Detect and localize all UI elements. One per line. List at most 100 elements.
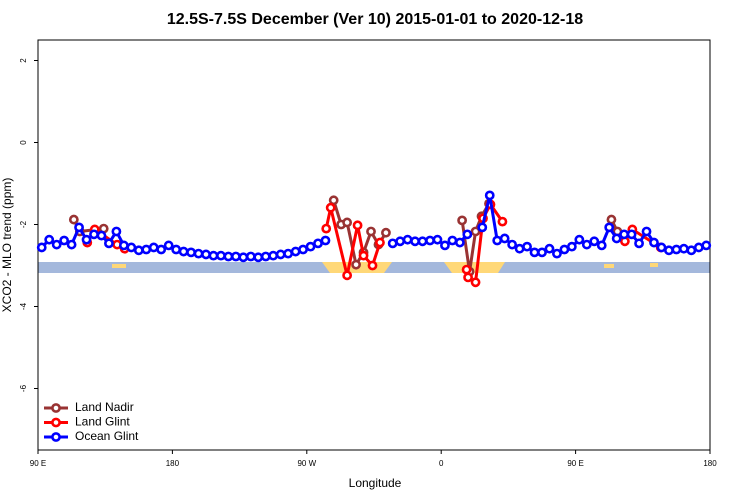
data-point bbox=[671, 244, 682, 255]
data-point bbox=[678, 243, 689, 254]
data-point bbox=[432, 234, 443, 245]
data-point bbox=[178, 246, 189, 257]
legend-marker bbox=[51, 432, 61, 442]
data-point bbox=[402, 234, 413, 245]
data-point bbox=[313, 238, 323, 249]
y-tick-label: -6 bbox=[19, 384, 28, 392]
data-point bbox=[522, 241, 532, 252]
data-point bbox=[141, 244, 152, 255]
data-point bbox=[186, 247, 196, 258]
data-point bbox=[649, 237, 659, 248]
y-axis-label: XCO2 - MLO trend (ppm) bbox=[0, 178, 14, 313]
data-point bbox=[118, 240, 129, 251]
data-point bbox=[470, 277, 481, 288]
data-point bbox=[133, 245, 144, 256]
data-point bbox=[559, 244, 570, 255]
data-point bbox=[619, 229, 630, 240]
data-point bbox=[44, 234, 55, 245]
data-point bbox=[375, 237, 385, 248]
x-tick-label: 90 E bbox=[30, 459, 46, 468]
data-point bbox=[417, 236, 428, 247]
data-point bbox=[367, 260, 378, 271]
data-point bbox=[589, 236, 600, 247]
data-point bbox=[686, 245, 697, 256]
data-point bbox=[611, 233, 622, 244]
data-point bbox=[156, 244, 167, 255]
data-point bbox=[51, 239, 62, 250]
data-point bbox=[537, 247, 547, 258]
legend-label: Land Glint bbox=[75, 415, 130, 429]
y-tick-label: 0 bbox=[19, 140, 28, 145]
data-point bbox=[351, 259, 361, 270]
data-point bbox=[463, 272, 473, 283]
x-axis-label: Longitude bbox=[349, 476, 402, 490]
data-point bbox=[596, 240, 607, 251]
y-tick-label: 2 bbox=[19, 58, 28, 63]
data-point bbox=[223, 251, 234, 262]
data-point bbox=[507, 239, 518, 250]
data-point bbox=[606, 214, 617, 225]
data-point bbox=[701, 240, 712, 251]
x-tick-label: 180 bbox=[703, 459, 717, 468]
legend-marker bbox=[51, 417, 61, 428]
data-point bbox=[626, 229, 637, 240]
data-point bbox=[552, 248, 562, 259]
data-point bbox=[81, 234, 92, 245]
data-point bbox=[492, 235, 503, 246]
data-point bbox=[171, 244, 182, 255]
land-patch bbox=[112, 264, 126, 268]
data-point bbox=[68, 214, 79, 225]
land-patch bbox=[604, 264, 614, 268]
legend-label: Ocean Glint bbox=[75, 429, 139, 443]
data-point bbox=[298, 244, 308, 255]
chart-title: 12.5S-7.5S December (Ver 10) 2015-01-01 … bbox=[167, 11, 583, 28]
data-point bbox=[321, 223, 332, 234]
data-point bbox=[440, 240, 450, 251]
data-point bbox=[656, 242, 667, 253]
data-point bbox=[461, 264, 472, 275]
data-point bbox=[604, 222, 615, 233]
data-point bbox=[462, 229, 473, 240]
data-point bbox=[305, 241, 316, 252]
data-point bbox=[484, 190, 495, 201]
data-point bbox=[664, 245, 674, 256]
data-point bbox=[366, 226, 376, 237]
y-tick-label: -4 bbox=[19, 302, 28, 310]
data-point bbox=[260, 251, 271, 262]
data-point bbox=[395, 236, 406, 247]
legend-marker bbox=[51, 403, 61, 413]
land-patch bbox=[444, 262, 505, 273]
data-point bbox=[352, 220, 363, 231]
y-tick-label: -2 bbox=[19, 220, 28, 228]
data-point bbox=[342, 270, 353, 281]
data-point bbox=[544, 243, 555, 254]
land-patch bbox=[650, 263, 658, 267]
data-point bbox=[193, 248, 204, 259]
data-point bbox=[59, 235, 70, 246]
data-point bbox=[325, 202, 336, 213]
data-point bbox=[111, 226, 122, 237]
data-point bbox=[208, 250, 219, 261]
data-point bbox=[201, 249, 211, 260]
data-point bbox=[457, 215, 468, 226]
data-point bbox=[529, 247, 540, 258]
data-point bbox=[216, 250, 226, 261]
data-point bbox=[283, 248, 294, 259]
data-point bbox=[320, 235, 331, 246]
data-point bbox=[96, 230, 107, 241]
data-point bbox=[358, 250, 369, 261]
data-point bbox=[253, 252, 264, 263]
data-point bbox=[290, 246, 301, 257]
data-point bbox=[381, 227, 391, 238]
data-point bbox=[74, 222, 84, 233]
data-point bbox=[499, 233, 510, 244]
data-point bbox=[230, 251, 241, 262]
x-tick-label: 180 bbox=[166, 459, 180, 468]
x-tick-label: 0 bbox=[439, 459, 444, 468]
data-point bbox=[693, 242, 704, 253]
data-point bbox=[148, 242, 159, 253]
x-tick-label: 90 E bbox=[567, 459, 583, 468]
data-point bbox=[410, 236, 420, 247]
data-point bbox=[497, 216, 508, 227]
data-point bbox=[634, 238, 644, 249]
